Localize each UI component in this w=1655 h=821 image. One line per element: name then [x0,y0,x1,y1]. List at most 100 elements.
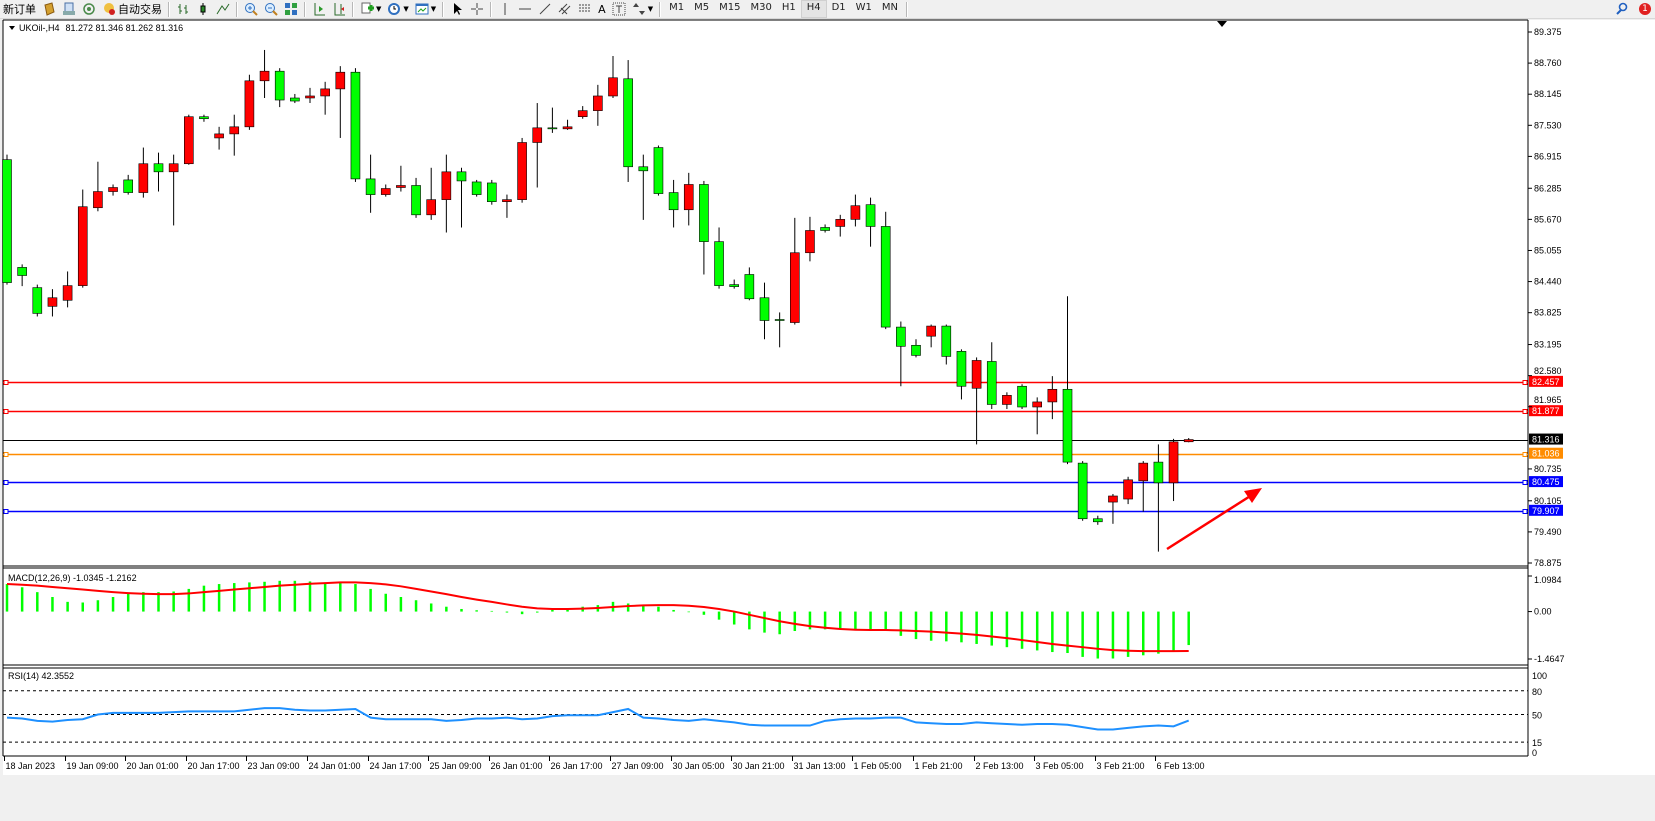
candle[interactable] [699,180,709,275]
periods-button[interactable]: ▼ [384,1,411,17]
candle[interactable] [562,119,573,130]
candle[interactable] [577,106,588,119]
candle[interactable] [1168,438,1179,502]
cursor-icon[interactable] [447,1,467,17]
candle[interactable] [1153,444,1164,552]
candle[interactable] [941,324,952,365]
timeframe-h4[interactable]: H4 [800,0,827,18]
level-handle[interactable] [1522,409,1528,414]
candle[interactable] [123,174,133,195]
chart-shift-marker[interactable] [1217,21,1227,27]
terminal-icon[interactable] [59,1,79,17]
candle[interactable] [441,154,452,233]
candle[interactable] [305,87,315,104]
candle[interactable] [93,161,103,212]
candle[interactable] [774,312,785,348]
candle[interactable] [168,154,179,226]
candle[interactable] [350,68,361,182]
rsi-panel[interactable] [3,690,1528,743]
new-order-button[interactable]: 新订单 [0,1,39,17]
arrows-button[interactable]: ▼ [629,1,656,17]
bar-chart-icon[interactable] [173,1,193,17]
chart-shift-icon[interactable] [329,1,349,17]
chart-window[interactable]: 82.457 81.877 81.036 80.475 79.907 81.316 89.3… [0,19,1655,821]
candle[interactable] [274,68,285,108]
candle[interactable] [880,211,891,330]
level-handle[interactable] [1522,509,1528,514]
candle[interactable] [259,49,270,98]
level-handle[interactable] [3,409,9,414]
candle[interactable] [320,81,330,115]
candle[interactable] [971,357,982,445]
candle[interactable] [153,152,164,192]
candle[interactable] [411,177,421,218]
candle[interactable] [32,284,43,317]
level-handle[interactable] [3,380,9,385]
candle[interactable] [956,349,967,400]
candle[interactable] [608,56,618,98]
candle[interactable] [138,147,149,198]
candle[interactable] [789,217,800,325]
candle[interactable] [17,264,27,287]
price-axis[interactable]: 82.457 81.877 81.036 80.475 79.907 81.316 89.3… [1528,27,1565,758]
candle[interactable] [2,154,12,285]
candle[interactable] [244,74,255,130]
level-handle[interactable] [3,509,9,514]
candle[interactable] [1062,296,1073,465]
timeframe-m5[interactable]: M5 [694,2,710,13]
candle[interactable] [517,137,527,203]
timeframe-d1[interactable]: D1 [831,2,846,13]
tile-windows-icon[interactable] [281,1,301,17]
candle[interactable] [290,93,300,104]
auto-trading-button[interactable]: 自动交易 [99,1,165,17]
candle[interactable] [471,179,482,197]
candle[interactable] [1077,461,1088,521]
candle[interactable] [1138,461,1149,512]
candle[interactable] [456,167,467,228]
notification-badge[interactable]: 1 [1639,3,1651,15]
line-chart-icon[interactable] [213,1,233,17]
vertical-line-icon[interactable] [495,1,515,17]
candle[interactable] [759,282,770,340]
candle[interactable] [729,279,740,289]
candle[interactable] [1123,476,1133,505]
candle[interactable] [835,214,846,237]
signals-icon[interactable] [79,1,99,17]
horizontal-line-icon[interactable] [515,1,535,17]
candle[interactable] [396,165,406,192]
timeframe-m30[interactable]: M30 [750,2,772,13]
candle[interactable] [214,126,224,150]
zoom-in-icon[interactable] [241,1,261,17]
candle[interactable] [865,197,876,247]
equidistant-channel-icon[interactable] [555,1,575,17]
candle[interactable] [486,179,497,205]
fibonacci-icon[interactable] [575,1,595,17]
chart-menu-triangle-icon[interactable] [9,26,15,30]
candle[interactable] [1002,392,1012,410]
candle[interactable] [593,84,603,126]
macd-panel[interactable] [5,580,1190,659]
candle[interactable] [744,267,755,301]
candle[interactable] [502,194,512,218]
candle[interactable] [335,66,346,138]
candle[interactable] [850,194,861,227]
candle[interactable] [653,145,664,196]
candle[interactable] [683,172,694,226]
candle[interactable] [1183,438,1194,443]
candle[interactable] [229,114,240,156]
level-handle[interactable] [3,452,9,457]
timeframe-m15[interactable]: M15 [719,2,741,13]
candle[interactable] [380,184,391,197]
candle[interactable] [1108,493,1118,524]
candle[interactable] [714,227,724,289]
history-center-icon[interactable] [39,1,59,17]
price-chart[interactable] [2,49,1529,552]
candle[interactable] [1017,384,1027,410]
level-handle[interactable] [3,480,9,485]
candle[interactable] [911,339,921,358]
candle[interactable] [805,216,815,262]
candle[interactable] [426,167,437,220]
timeframe-w1[interactable]: W1 [855,2,872,13]
candle[interactable] [820,224,830,233]
timeframe-mn[interactable]: MN [881,2,899,13]
